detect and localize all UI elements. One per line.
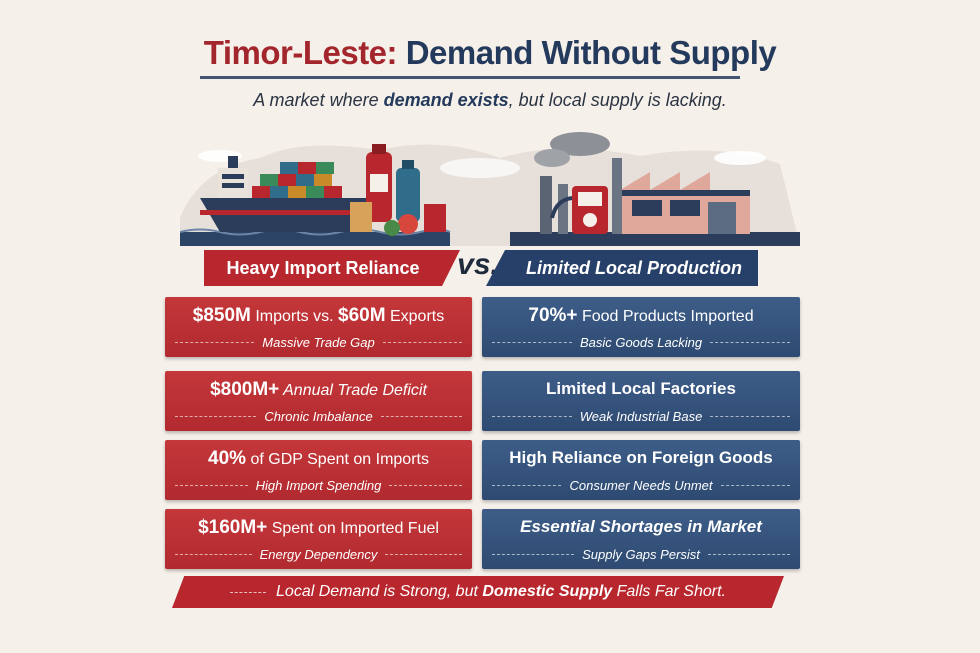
card-caption: High Import Spending [255, 478, 382, 493]
stat-card-local-factories: Limited Local Factories Weak Industrial … [482, 371, 800, 431]
card-caption: Consumer Needs Unmet [569, 478, 713, 493]
card-caption: Massive Trade Gap [262, 335, 375, 350]
card-caption: Energy Dependency [259, 547, 378, 562]
illustration-scene [180, 132, 800, 246]
factory-icon [612, 158, 750, 234]
card-caption: Chronic Imbalance [264, 409, 373, 424]
title-underline [200, 76, 740, 79]
shipping-containers-icon [252, 162, 342, 198]
card-caption: Basic Goods Lacking [579, 335, 703, 350]
card-caption: Supply Gaps Persist [582, 547, 700, 562]
stat-card-trade-deficit: $800M+ Annual Trade Deficit Chronic Imba… [165, 371, 472, 431]
food-bottles-icon [350, 144, 446, 236]
stat-card-food-imported: 70%+ Food Products Imported Basic Goods … [482, 297, 800, 357]
cargo-ship-icon [200, 156, 370, 232]
title-part2: Demand Without Supply [405, 34, 777, 71]
stat-card-foreign-goods: High Reliance on Foreign Goods Consumer … [482, 440, 800, 500]
stat-card-imported-fuel: $160M+ Spent on Imported Fuel Energy Dep… [165, 509, 472, 569]
title-part1: Timor-Leste: [203, 34, 398, 71]
subtitle-emphasis: demand exists [383, 90, 509, 110]
page-title: Timor-Leste: Demand Without Supply [0, 34, 980, 72]
card-caption: Weak Industrial Base [579, 409, 703, 424]
footer-banner: Local Demand is Strong, but Domestic Sup… [172, 576, 784, 608]
fuel-pump-icon [550, 186, 608, 234]
stat-card-gdp-imports: 40% of GDP Spent on Imports High Import … [165, 440, 472, 500]
stat-card-trade-gap: $850M Imports vs. $60M Exports Massive T… [165, 297, 472, 357]
smokestack-icon [534, 132, 610, 234]
banner-local-production: Limited Local Production [486, 250, 758, 286]
banner-import-reliance: Heavy Import Reliance [204, 250, 460, 286]
stat-card-essential-shortages: Essential Shortages in Market Supply Gap… [482, 509, 800, 569]
subtitle: A market where demand exists, but local … [253, 90, 727, 110]
footer-emphasis: Domestic Supply [482, 583, 613, 600]
